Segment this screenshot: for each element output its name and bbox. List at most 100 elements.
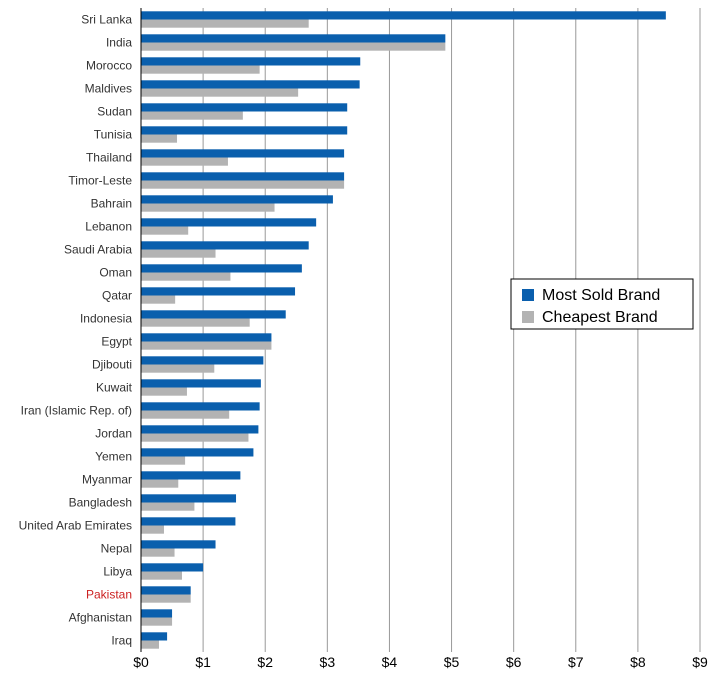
gridlines xyxy=(202,8,701,652)
legend-swatch-cheapest xyxy=(522,311,534,323)
category-label-egypt: Egypt xyxy=(101,335,132,349)
bar-most-sold-iraq xyxy=(141,632,168,641)
bar-most-sold-tunisia xyxy=(141,126,348,135)
bar-cheapest-united-arab-emirates xyxy=(141,525,164,534)
bar-cheapest-kuwait xyxy=(141,387,187,396)
category-label-india: India xyxy=(106,36,132,50)
x-tick-label: $7 xyxy=(568,654,584,670)
bar-most-sold-bangladesh xyxy=(141,494,237,503)
legend-label-cheapest: Cheapest Brand xyxy=(542,309,658,326)
x-tick-label: $5 xyxy=(444,654,460,670)
category-label-morocco: Morocco xyxy=(86,59,132,73)
bar-cheapest-sri-lanka xyxy=(141,19,309,28)
x-tick-label: $2 xyxy=(257,654,273,670)
category-label-qatar: Qatar xyxy=(102,289,132,303)
bar-most-sold-timor-leste xyxy=(141,172,345,181)
bar-cheapest-iraq xyxy=(141,640,160,649)
category-label-indonesia: Indonesia xyxy=(80,312,132,326)
bar-cheapest-tunisia xyxy=(141,134,178,143)
category-label-oman: Oman xyxy=(99,266,132,280)
bar-cheapest-oman xyxy=(141,272,231,281)
bar-cheapest-jordan xyxy=(141,433,249,442)
bar-cheapest-saudi-arabia xyxy=(141,249,216,258)
bar-cheapest-nepal xyxy=(141,548,175,557)
category-label-sri-lanka: Sri Lanka xyxy=(81,13,132,27)
bar-cheapest-pakistan xyxy=(141,594,191,603)
category-label-libya: Libya xyxy=(103,565,132,579)
bar-cheapest-qatar xyxy=(141,295,176,304)
category-label-lebanon: Lebanon xyxy=(85,220,132,234)
legend-box xyxy=(510,278,694,330)
bar-most-sold-sudan xyxy=(141,103,348,112)
bar-cheapest-afghanistan xyxy=(141,617,173,626)
x-tick-label: $0 xyxy=(133,654,149,670)
bar-most-sold-thailand xyxy=(141,149,345,158)
x-axis-tick-labels: $0 $1 $2 $3 $4 $5 $6 $7 $8 $9 xyxy=(133,654,708,670)
bar-cheapest-lebanon xyxy=(141,226,189,235)
category-label-timor-leste: Timor-Leste xyxy=(68,174,132,188)
bar-most-sold-lebanon xyxy=(141,218,317,227)
bar-most-sold-maldives xyxy=(141,80,360,89)
bar-most-sold-saudi-arabia xyxy=(141,241,309,250)
bar-most-sold-jordan xyxy=(141,425,259,434)
bar-most-sold-libya xyxy=(141,563,204,572)
category-label-nepal: Nepal xyxy=(101,542,132,556)
bar-most-sold-egypt xyxy=(141,333,272,342)
bar-cheapest-egypt xyxy=(141,341,272,350)
bar-most-sold-yemen xyxy=(141,448,254,457)
bar-cheapest-sudan xyxy=(141,111,243,120)
category-label-afghanistan: Afghanistan xyxy=(69,611,132,625)
category-label-united-arab-emirates: United Arab Emirates xyxy=(19,519,132,533)
bar-cheapest-djibouti xyxy=(141,364,215,373)
category-labels: Sri Lanka India Morocco Maldives Sudan Tunisi… xyxy=(19,13,133,648)
legend: Most Sold Brand Cheapest Brand xyxy=(510,278,694,330)
bar-most-sold-indonesia xyxy=(141,310,286,319)
x-tick-label: $3 xyxy=(320,654,336,670)
bar-most-sold-myanmar xyxy=(141,471,241,480)
bar-cheapest-iran-islamic-rep-of xyxy=(141,410,230,419)
bar-cheapest-myanmar xyxy=(141,479,179,488)
bar-most-sold-iran-islamic-rep-of xyxy=(141,402,260,411)
bar-cheapest-maldives xyxy=(141,88,299,97)
bar-most-sold-sri-lanka xyxy=(141,11,666,20)
bar-most-sold-morocco xyxy=(141,57,361,66)
category-label-pakistan: Pakistan xyxy=(86,588,132,602)
bar-cheapest-bahrain xyxy=(141,203,275,212)
category-label-bangladesh: Bangladesh xyxy=(69,496,132,510)
category-label-yemen: Yemen xyxy=(95,450,132,464)
bar-cheapest-libya xyxy=(141,571,182,580)
bar-cheapest-timor-leste xyxy=(141,180,345,189)
category-label-tunisia: Tunisia xyxy=(94,128,133,142)
bar-most-sold-oman xyxy=(141,264,302,273)
legend-label-most-sold: Most Sold Brand xyxy=(542,287,660,304)
category-label-sudan: Sudan xyxy=(97,105,132,119)
bar-cheapest-thailand xyxy=(141,157,228,166)
category-label-saudi-arabia: Saudi Arabia xyxy=(64,243,132,257)
category-label-myanmar: Myanmar xyxy=(82,473,132,487)
x-tick-label: $1 xyxy=(195,654,211,670)
bars xyxy=(141,11,666,649)
legend-swatch-most-sold xyxy=(522,289,534,301)
category-label-thailand: Thailand xyxy=(86,151,132,165)
bar-most-sold-kuwait xyxy=(141,379,261,388)
category-label-iraq: Iraq xyxy=(111,634,132,648)
bar-most-sold-qatar xyxy=(141,287,296,296)
x-tick-label: $6 xyxy=(506,654,522,670)
category-label-kuwait: Kuwait xyxy=(96,381,133,395)
bar-cheapest-yemen xyxy=(141,456,186,465)
bar-cheapest-bangladesh xyxy=(141,502,195,511)
category-label-jordan: Jordan xyxy=(95,427,132,441)
bar-most-sold-nepal xyxy=(141,540,216,549)
bar-most-sold-bahrain xyxy=(141,195,333,204)
category-label-maldives: Maldives xyxy=(85,82,132,96)
bar-most-sold-pakistan xyxy=(141,586,191,595)
bar-cheapest-indonesia xyxy=(141,318,250,327)
category-label-djibouti: Djibouti xyxy=(92,358,132,372)
bar-most-sold-india xyxy=(141,34,446,43)
bar-cheapest-morocco xyxy=(141,65,260,74)
category-label-bahrain: Bahrain xyxy=(91,197,132,211)
bar-cheapest-india xyxy=(141,42,446,51)
bar-most-sold-afghanistan xyxy=(141,609,173,618)
x-tick-label: $4 xyxy=(382,654,398,670)
